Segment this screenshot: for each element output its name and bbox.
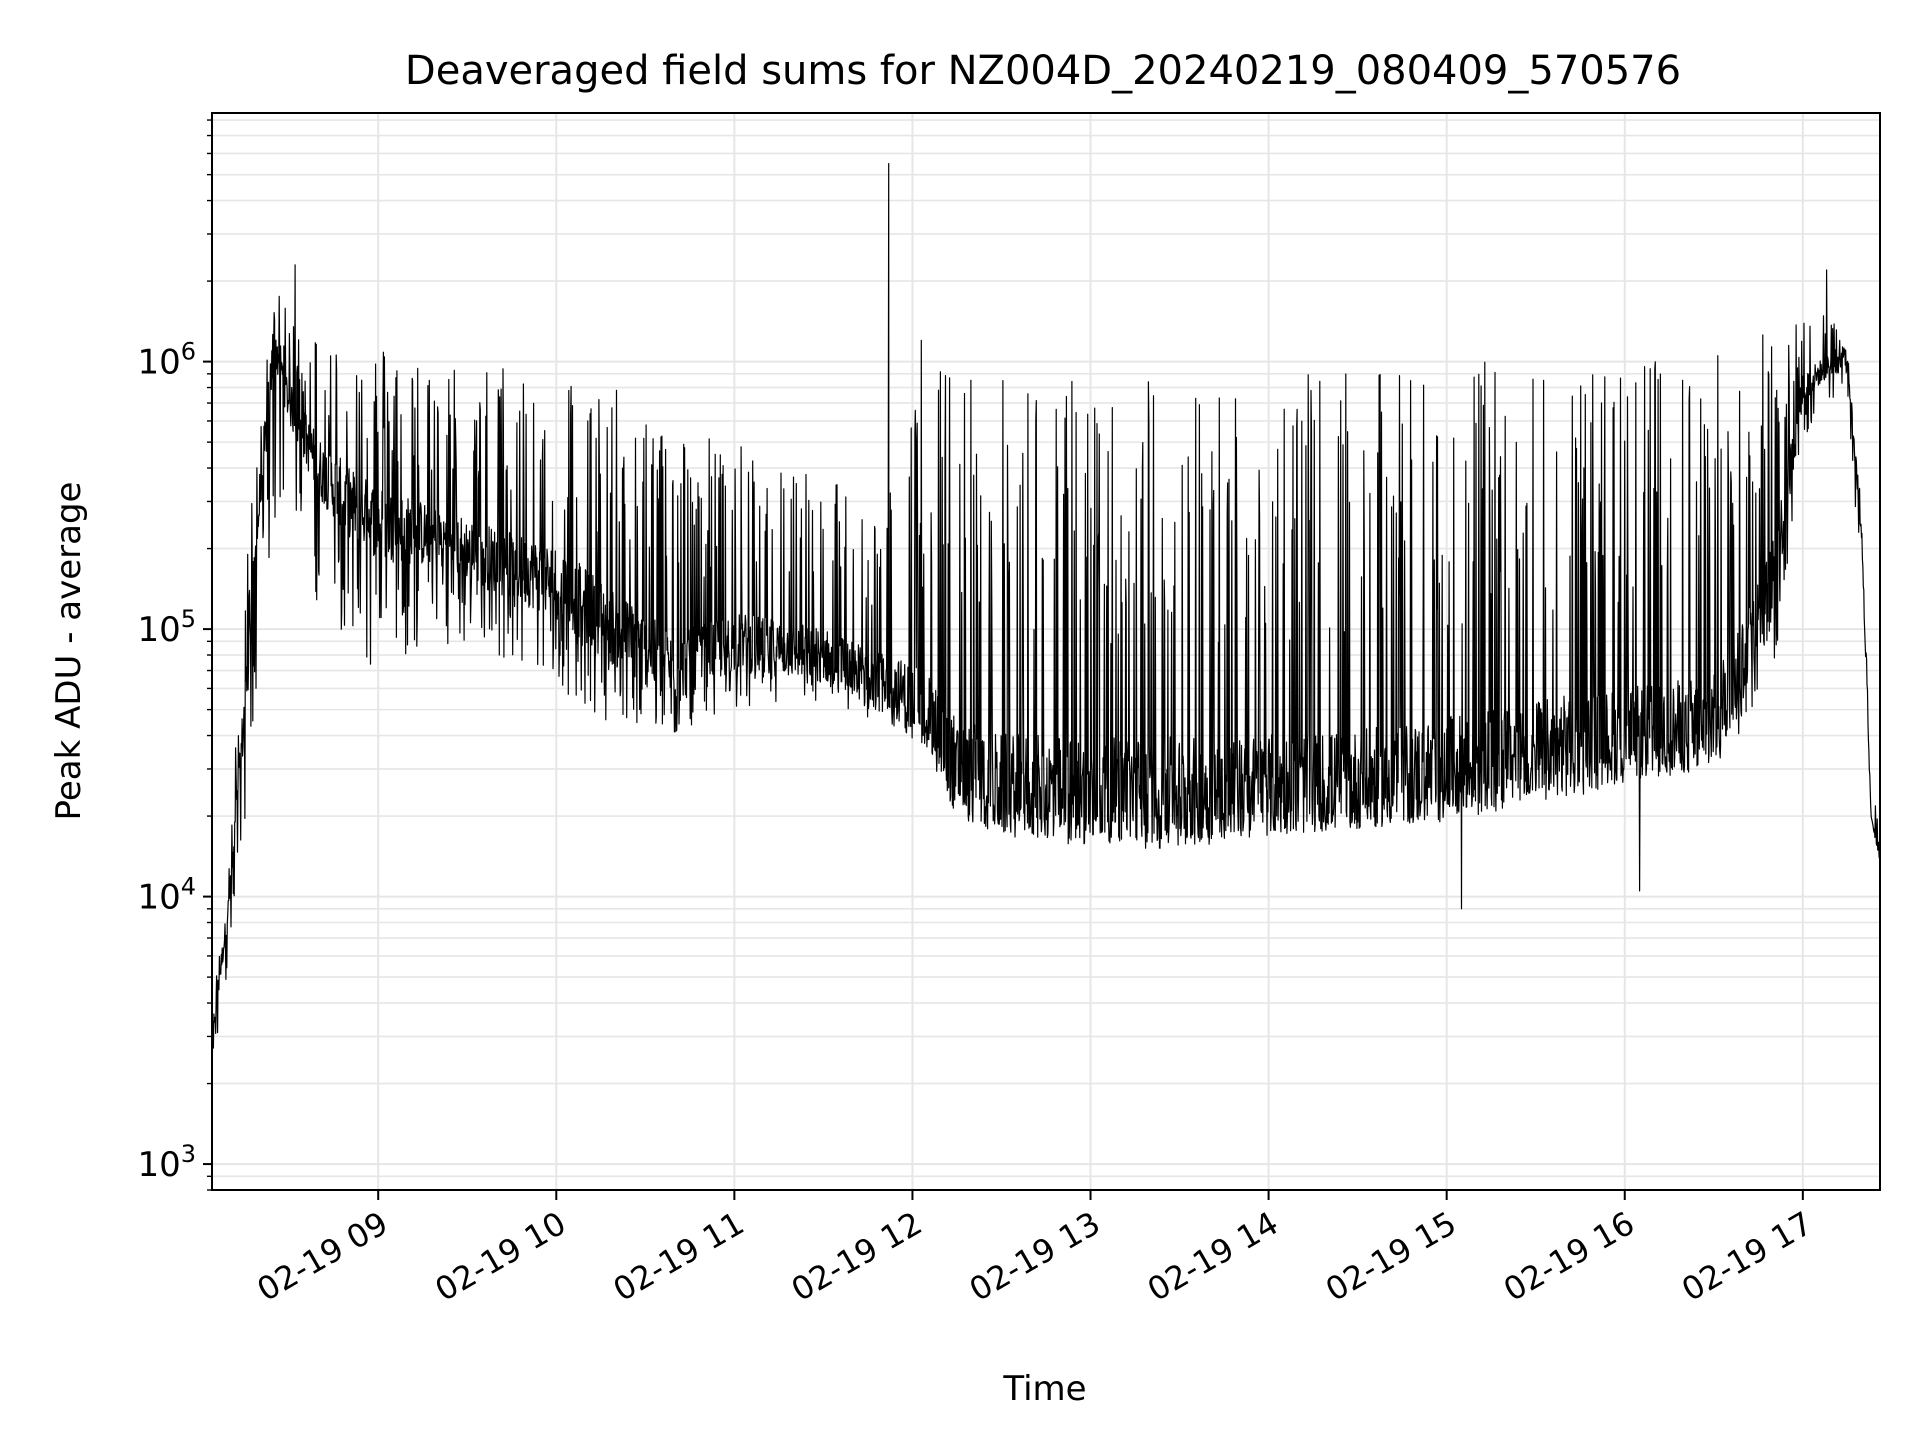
y-tick-label: 104	[137, 873, 196, 918]
y-axis-label: Peak ADU - average	[49, 482, 89, 821]
series-line	[211, 163, 1881, 1049]
y-tick-label: 105	[137, 605, 196, 650]
plot-frame	[211, 112, 1881, 1191]
x-axis-label: Time	[1002, 1369, 1086, 1409]
y-tick-label: 106	[137, 338, 196, 383]
series-layer	[211, 163, 1881, 1049]
chart-title: Deaveraged field sums for NZ004D_2024021…	[405, 48, 1681, 94]
y-tick-label: 103	[137, 1140, 196, 1185]
